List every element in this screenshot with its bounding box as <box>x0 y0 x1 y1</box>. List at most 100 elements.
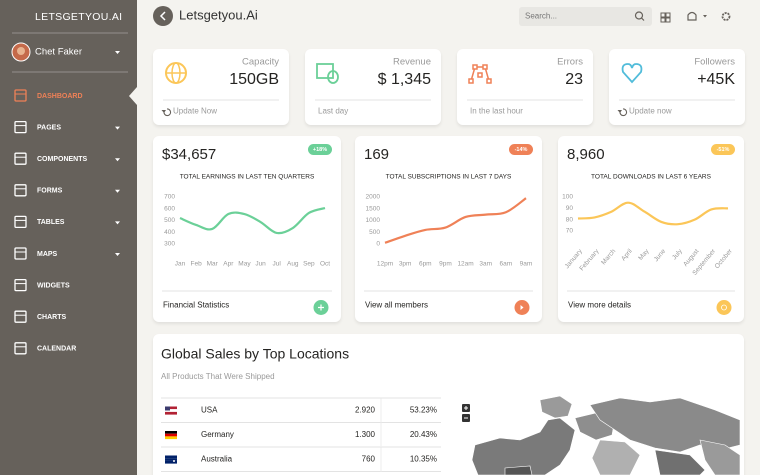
stat-icon <box>470 66 490 82</box>
x-tick-label: 12pm <box>377 261 393 268</box>
x-tick-label: Sep <box>303 261 315 268</box>
button-glyph <box>520 305 524 310</box>
y-tick-label: 1500 <box>366 205 381 212</box>
stat-footer: Update Now <box>173 107 217 116</box>
stat-label: Revenue <box>393 57 431 68</box>
badge <box>711 144 735 155</box>
chart-value: $34,657 <box>162 146 216 163</box>
sales-percent: 20.43% <box>410 430 437 439</box>
caret <box>115 253 120 256</box>
search-icon <box>634 11 644 20</box>
nav-item[interactable]: CALENDAR <box>14 342 76 355</box>
button-glyph <box>318 304 324 311</box>
flag <box>165 433 177 437</box>
stat-icon <box>482 64 488 70</box>
map-region <box>539 395 573 419</box>
footer-button[interactable] <box>716 300 732 315</box>
sales-count: 760 <box>362 455 376 464</box>
stat-icon <box>327 70 339 84</box>
sidebar <box>0 0 137 475</box>
user-name: Chet Faker <box>35 47 82 58</box>
refresh-icon <box>163 108 172 117</box>
country: USA <box>201 406 218 415</box>
caret <box>703 15 707 18</box>
apps-icon <box>660 17 666 23</box>
x-tick-label: 9pm <box>439 261 452 268</box>
stat-icon <box>477 72 483 78</box>
nav-icon <box>14 152 27 165</box>
avatar-face <box>17 47 25 55</box>
x-tick-label: Mar <box>207 261 219 268</box>
map-region <box>471 417 576 475</box>
nav-item[interactable]: CHARTS <box>14 310 66 323</box>
nav-item[interactable]: FORMS <box>14 184 120 197</box>
x-tick-label: October <box>714 247 735 270</box>
stat-icon <box>621 63 643 84</box>
chart-footer: Financial Statistics <box>163 301 229 310</box>
apps-icon <box>665 12 671 18</box>
stat-label: Capacity <box>242 57 279 68</box>
map-region <box>504 465 533 475</box>
stat-icon <box>486 78 492 84</box>
x-tick-label: Oct <box>320 261 330 268</box>
badge-label: -14% <box>515 147 528 153</box>
x-tick-label: 6pm <box>419 261 432 268</box>
brand: LETSGETYOU.AI <box>35 11 122 23</box>
x-tick-label: April <box>620 247 634 262</box>
x-tick-label: Jul <box>273 261 282 268</box>
nav-item[interactable]: COMPONENTS <box>14 152 120 165</box>
nav-label: TABLES <box>37 219 65 226</box>
badge <box>509 144 533 155</box>
flag <box>165 406 170 411</box>
bell-icon <box>687 11 697 21</box>
nav-item[interactable]: MAPS <box>14 247 120 260</box>
badge-label: +18% <box>313 147 327 153</box>
x-tick-label: Jun <box>255 261 266 268</box>
flag <box>165 406 177 410</box>
stat-footer: Last day <box>318 107 348 116</box>
refresh-icon <box>619 108 628 117</box>
back-chevron <box>159 11 166 21</box>
stat-card <box>305 49 441 125</box>
sales-percent: 10.35% <box>410 455 437 464</box>
flag <box>165 409 177 412</box>
y-tick-label: 500 <box>164 217 175 224</box>
stat-footer: Update now <box>629 107 672 116</box>
search-icon <box>641 17 645 21</box>
y-tick-label: 90 <box>566 205 574 212</box>
y-tick-label: 500 <box>369 229 380 236</box>
chart-title: TOTAL EARNINGS IN LAST TEN QUARTERS <box>180 174 315 181</box>
nav-label: WIDGETS <box>37 282 70 289</box>
stat-card <box>609 49 745 125</box>
x-tick-label: 9am <box>520 261 533 268</box>
stat-label: Followers <box>694 57 735 68</box>
stat-label: Errors <box>557 57 583 68</box>
nav-label: MAPS <box>37 251 58 258</box>
nav-label: COMPONENTS <box>37 156 88 163</box>
badge <box>308 144 332 155</box>
stat-value: 150GB <box>229 71 279 88</box>
nav-icon <box>14 342 27 355</box>
country: Australia <box>201 455 233 464</box>
nav-item[interactable]: PAGES <box>14 120 120 134</box>
y-tick-label: 400 <box>164 229 175 236</box>
map-region <box>591 439 641 475</box>
flag <box>173 460 175 462</box>
back-button[interactable] <box>153 6 173 26</box>
x-tick-label: May <box>238 261 251 268</box>
map-region <box>699 439 741 475</box>
flag <box>165 458 177 461</box>
y-tick-label: 70 <box>566 228 574 235</box>
button-glyph <box>721 304 727 311</box>
nav-label: PAGES <box>37 124 61 131</box>
caret <box>115 189 120 193</box>
search-box[interactable] <box>519 7 652 26</box>
nav-item[interactable]: DASHBOARD <box>14 89 83 102</box>
nav-item[interactable]: TABLES <box>14 215 120 229</box>
nav-icon <box>14 247 27 260</box>
nav-item[interactable]: WIDGETS <box>14 278 70 292</box>
refresh-icon <box>161 110 166 113</box>
line-series <box>577 201 729 226</box>
nav-label: FORMS <box>37 188 63 195</box>
